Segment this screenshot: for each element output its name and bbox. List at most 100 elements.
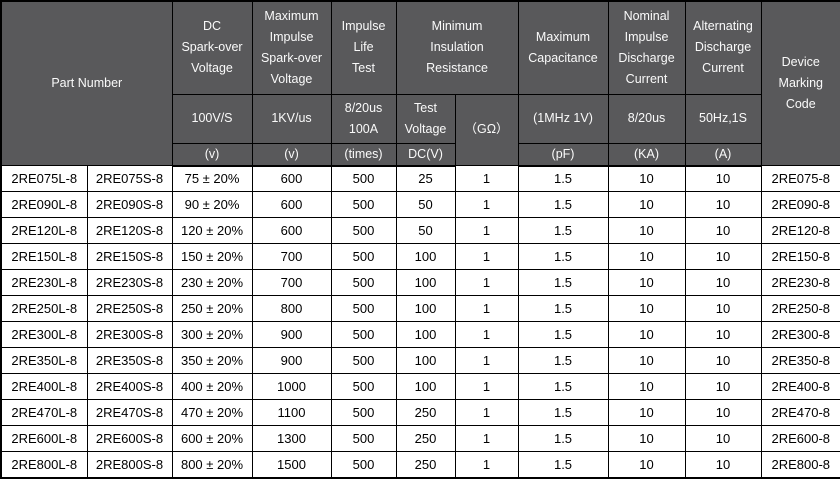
table-row: 2RE350L-8 2RE350S-8 350 ± 20% 900 500 100 1 1.5… (0, 347, 840, 374)
table-cell: 500 (330, 217, 397, 244)
table-cell: 10 (684, 165, 762, 192)
table-cell: 10 (684, 295, 762, 322)
table-cell: 2RE120L-8 (0, 217, 88, 244)
table-cell: 500 (330, 373, 397, 400)
table-cell: 10 (607, 243, 686, 270)
col-header-max-impulse-sparkover-voltage: Maximum Impulse Spark-over Voltage (251, 0, 332, 95)
header-row-main: Part Number DC Spark-over Voltage Maximu… (0, 0, 840, 166)
unit-dc-sparkover: (v) (171, 142, 253, 167)
col-header-impulse-life-test: Impulse Life Test (330, 0, 397, 95)
table-cell: 1.5 (517, 451, 609, 478)
table-cell: 25 (395, 165, 456, 192)
table-cell: 2RE470-8 (760, 399, 840, 426)
unit-max-impulse: (v) (251, 142, 332, 167)
table-cell: 600 (251, 217, 332, 244)
table-cell: 1 (454, 165, 519, 192)
cond-impulse-life: 8/20us 100A (330, 93, 397, 144)
table-cell: 1500 (251, 451, 332, 478)
table-row: 2RE230L-8 2RE230S-8 230 ± 20% 700 500 100 1 1.5… (0, 269, 840, 296)
table-cell: 2RE250L-8 (0, 295, 88, 322)
cond-max-capacitance: (1MHz 1V) (517, 93, 609, 144)
col-header-part-number: Part Number (0, 0, 173, 166)
table-cell: 250 ± 20% (171, 295, 253, 322)
header-row-conditions: 100V/S 1KV/us 8/20us 100A Test Voltage （… (1, 93, 840, 166)
unit-nominal-impulse: (KA) (607, 142, 686, 167)
table-cell: 10 (607, 321, 686, 348)
table-cell: 10 (684, 451, 762, 478)
table-cell: 600 (251, 191, 332, 218)
table-cell: 500 (330, 165, 397, 192)
table-cell: 2RE230L-8 (0, 269, 88, 296)
unit-test-voltage: DC(V) (395, 142, 456, 167)
table-cell: 2RE150-8 (760, 243, 840, 270)
table-cell: 10 (607, 165, 686, 192)
table-row: 2RE400L-8 2RE400S-8 400 ± 20% 1000 500 100 1 1.… (0, 373, 840, 400)
table-cell: 2RE350L-8 (0, 347, 88, 374)
table-cell: 500 (330, 399, 397, 426)
table-row: 2RE470L-8 2RE470S-8 470 ± 20% 1100 500 250 1 1.… (0, 399, 840, 426)
table-cell: 470 ± 20% (171, 399, 253, 426)
table-cell: 1 (454, 451, 519, 478)
table-cell: 50 (395, 191, 456, 218)
table-cell: 1300 (251, 425, 332, 452)
col-header-nominal-impulse-discharge-current: Nominal Impulse Discharge Current (607, 0, 686, 95)
table-cell: 1.5 (517, 425, 609, 452)
table-cell: 10 (607, 399, 686, 426)
table-cell: 100 (395, 295, 456, 322)
unit-alt-discharge: (A) (684, 142, 762, 167)
table-cell: 230 ± 20% (171, 269, 253, 296)
table-cell: 10 (607, 191, 686, 218)
table-cell: 10 (607, 295, 686, 322)
table-cell: 500 (330, 295, 397, 322)
table-cell: 50 (395, 217, 456, 244)
table-cell: 1.5 (517, 295, 609, 322)
table-cell: 2RE120-8 (760, 217, 840, 244)
table-cell: 75 ± 20% (171, 165, 253, 192)
table-cell: 250 (395, 451, 456, 478)
table-cell: 10 (684, 373, 762, 400)
table-cell: 100 (395, 373, 456, 400)
table-cell: 10 (607, 373, 686, 400)
table-cell: 150 ± 20% (171, 243, 253, 270)
table-cell: 2RE230S-8 (86, 269, 173, 296)
col-header-alternating-discharge-current: Alternating Discharge Current (684, 0, 762, 95)
table-cell: 500 (330, 321, 397, 348)
table-cell: 2RE800L-8 (0, 451, 88, 478)
table-cell: 100 (395, 243, 456, 270)
table-cell: 10 (607, 269, 686, 296)
table-cell: 2RE600L-8 (0, 425, 88, 452)
table-cell: 2RE470S-8 (86, 399, 173, 426)
table-cell: 1 (454, 399, 519, 426)
table-cell: 500 (330, 191, 397, 218)
table-cell: 100 (395, 347, 456, 374)
table-cell: 1 (454, 269, 519, 296)
table-cell: 1 (454, 373, 519, 400)
table-cell: 2RE090-8 (760, 191, 840, 218)
table-cell: 2RE075S-8 (86, 165, 173, 192)
table-cell: 2RE800-8 (760, 451, 840, 478)
table-cell: 700 (251, 269, 332, 296)
table-cell: 250 (395, 425, 456, 452)
spec-table: Part Number DC Spark-over Voltage Maximu… (0, 0, 840, 479)
table-cell: 2RE400L-8 (0, 373, 88, 400)
table-cell: 2RE150S-8 (86, 243, 173, 270)
table-row: 2RE250L-8 2RE250S-8 250 ± 20% 800 500 100 1 1.5… (0, 295, 840, 322)
table-cell: 1 (454, 347, 519, 374)
table-cell: 2RE250S-8 (86, 295, 173, 322)
table-cell: 500 (330, 243, 397, 270)
cond-dc-sparkover: 100V/S (171, 93, 253, 144)
table-cell: 2RE300S-8 (86, 321, 173, 348)
table-row: 2RE300L-8 2RE300S-8 300 ± 20% 900 500 100 1 1.5… (0, 321, 840, 348)
cond-insulation-gohm: （GΩ） (454, 93, 519, 166)
header-row-units: (v) (v) (times) DC(V) (pF) (KA) (A) (1, 142, 840, 167)
table-cell: 2RE090S-8 (86, 191, 173, 218)
col-header-device-marking-code: Device Marking Code (760, 0, 840, 166)
table-cell: 2RE600S-8 (86, 425, 173, 452)
table-cell: 10 (684, 399, 762, 426)
table-cell: 2RE250-8 (760, 295, 840, 322)
table-cell: 2RE350S-8 (86, 347, 173, 374)
table-cell: 2RE470L-8 (0, 399, 88, 426)
table-cell: 800 ± 20% (171, 451, 253, 478)
table-cell: 2RE075L-8 (0, 165, 88, 192)
